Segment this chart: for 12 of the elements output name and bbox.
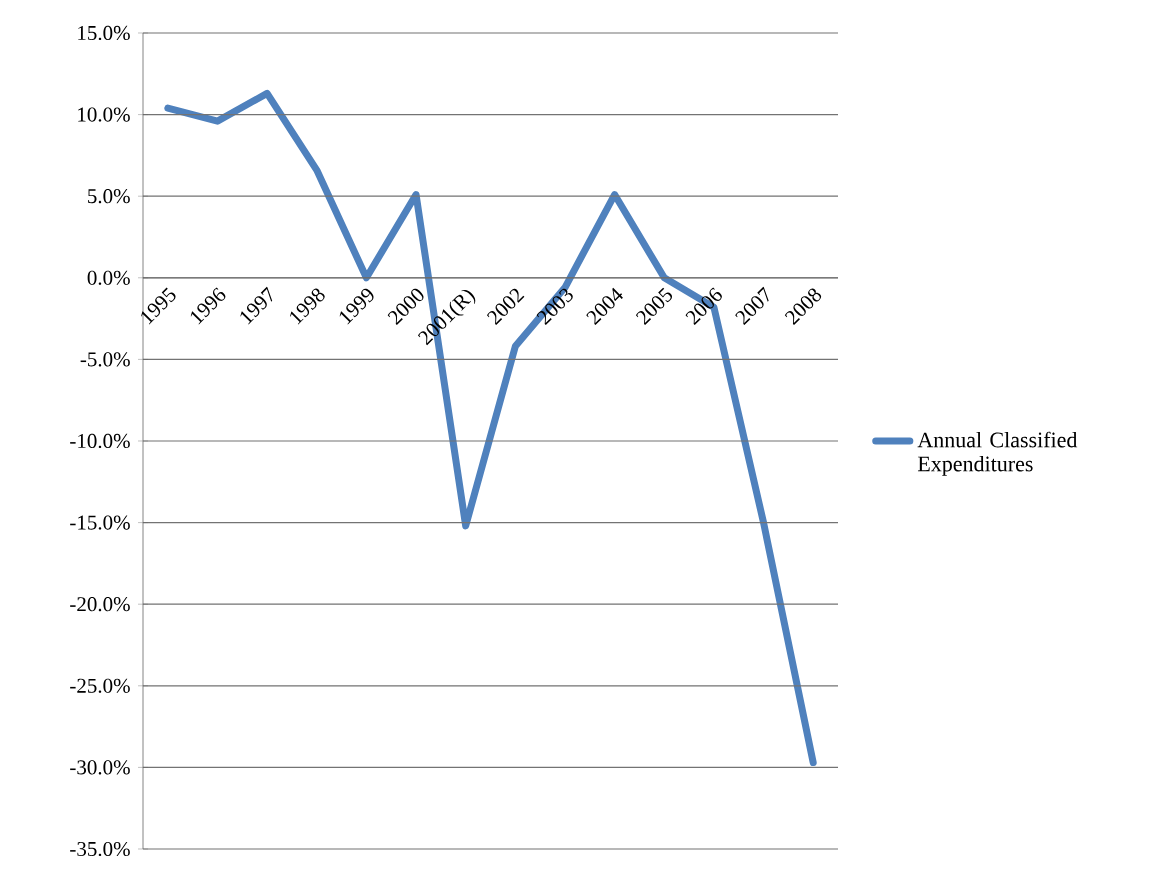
y-tick-label: -5.0% (80, 352, 130, 367)
y-tick-label: -20.0% (70, 597, 130, 612)
legend-label: Annual Classified Expenditures (917, 431, 1078, 476)
y-tick-label: -15.0% (70, 515, 130, 530)
y-tick-label: 0.0% (87, 270, 130, 285)
y-tick-label: -25.0% (70, 678, 130, 693)
y-tick-label: 15.0% (78, 25, 130, 41)
y-tick-label: -35.0% (70, 841, 130, 857)
y-tick-label: 5.0% (88, 189, 130, 204)
y-tick-label: -30.0% (70, 760, 130, 775)
y-tick-label: -10.0% (70, 433, 130, 449)
y-tick-label: 10.0% (78, 107, 130, 122)
